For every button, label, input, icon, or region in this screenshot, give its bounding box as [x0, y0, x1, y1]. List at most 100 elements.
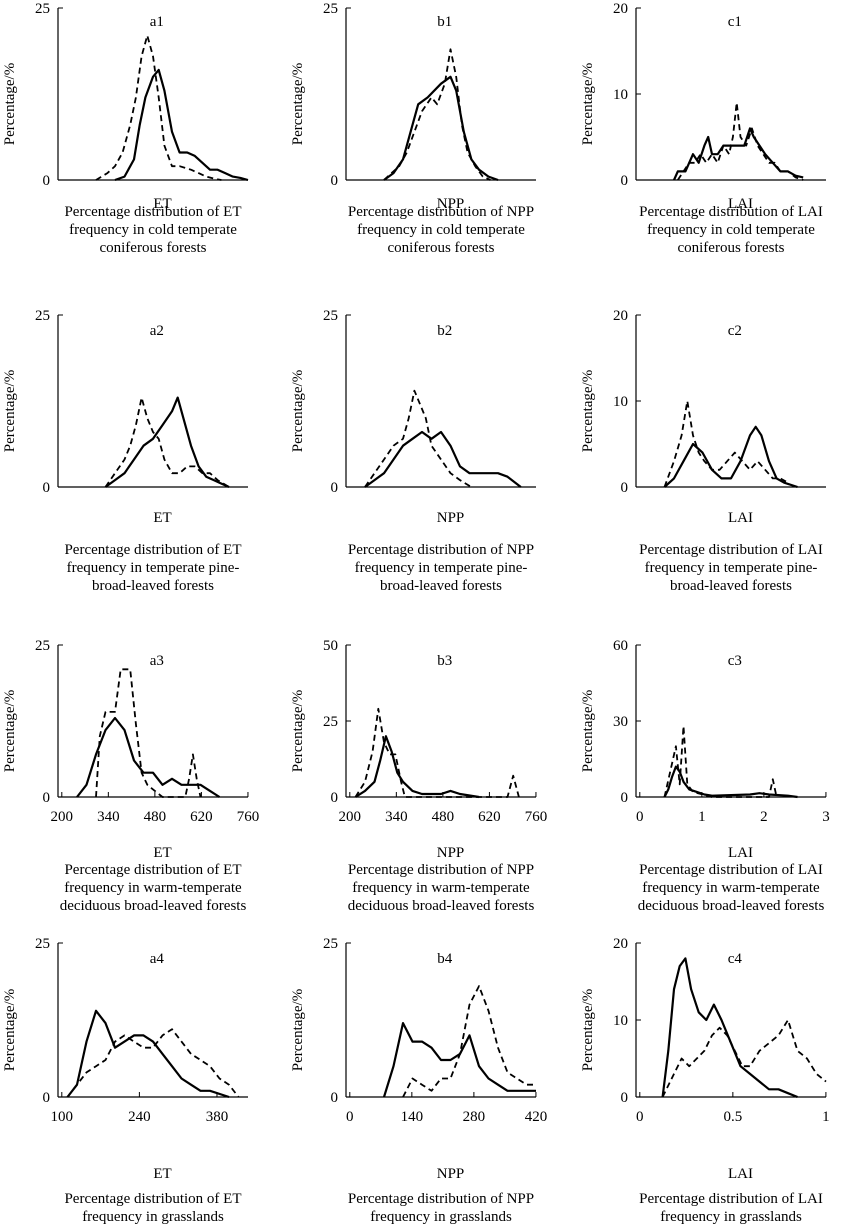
panel-a2: 25 0 a2 Percentage/% ET Percentage distributi…	[2, 308, 248, 594]
caption-line: Percentage distribution of ET	[64, 542, 241, 558]
x-tick-label: 140	[401, 1109, 424, 1125]
y-axis-label: Percentage/%	[580, 63, 596, 145]
x-axis-label: NPP	[437, 1166, 465, 1182]
panel-label: a4	[150, 951, 165, 967]
x-axis-label: NPP	[437, 845, 465, 861]
x-tick-label: 480	[144, 809, 167, 825]
caption-line: coniferous forests	[387, 240, 494, 256]
x-tick-label: 480	[432, 809, 455, 825]
panel-label: b3	[437, 653, 452, 669]
x-tick-label: 0	[346, 1109, 354, 1125]
series-line-solid	[382, 1022, 536, 1098]
x-axis-label: LAI	[728, 1166, 753, 1182]
y-tick-label: 0	[43, 480, 51, 496]
x-tick-label: 420	[525, 1109, 548, 1125]
y-tick-label: 60	[613, 638, 628, 654]
caption-line: deciduous broad-leaved forests	[638, 898, 825, 914]
y-tick-label: 0	[621, 790, 629, 806]
y-axis-label: Percentage/%	[2, 989, 18, 1071]
y-tick-label: 25	[35, 1, 50, 17]
caption-line: broad-leaved forests	[92, 578, 214, 594]
series-line-dashed	[95, 668, 202, 798]
caption-line: frequency in warm-temperate	[352, 880, 530, 896]
caption-line: Percentage distribution of ET	[64, 204, 241, 220]
caption-line: Percentage distribution of NPP	[348, 862, 534, 878]
series-line-solid	[104, 396, 230, 489]
caption-line: coniferous forests	[677, 240, 784, 256]
y-axis-label: Percentage/%	[290, 370, 306, 452]
x-tick-label: 0	[636, 809, 644, 825]
y-tick-label: 20	[613, 936, 628, 952]
series-line-solid	[364, 430, 522, 488]
panel-c4: 20 10 00 0.5 1 c4 Percentage/% LAI Percentage di…	[580, 936, 830, 1225]
y-tick-label: 0	[43, 790, 51, 806]
x-tick-label: 620	[478, 809, 501, 825]
caption-line: frequency in grasslands	[370, 1209, 512, 1225]
y-axis-label: Percentage/%	[290, 63, 306, 145]
y-tick-label: 0	[621, 480, 629, 496]
x-tick-label: 240	[128, 1109, 151, 1125]
caption-line: Percentage distribution of NPP	[348, 204, 534, 220]
caption-line: Percentage distribution of NPP	[348, 542, 534, 558]
y-tick-label: 20	[613, 1, 628, 17]
y-tick-label: 25	[35, 308, 50, 324]
panel-label: c4	[728, 951, 743, 967]
panel-label: c1	[728, 14, 742, 30]
x-tick-label: 100	[51, 1109, 74, 1125]
x-tick-label: 2	[760, 809, 768, 825]
series-line-solid	[76, 716, 221, 798]
caption-line: frequency in cold temperate	[357, 222, 525, 238]
caption-line: frequency in warm-temperate	[642, 880, 820, 896]
y-tick-label: 0	[621, 1090, 629, 1106]
y-tick-label: 25	[323, 714, 338, 730]
panel-label: a1	[150, 14, 164, 30]
caption-line: frequency in temperate pine-	[355, 560, 528, 576]
series-line-dashed	[104, 396, 230, 488]
series-line-dashed	[661, 1019, 827, 1098]
y-tick-label: 30	[613, 714, 628, 730]
x-axis-label: LAI	[728, 845, 753, 861]
panel-label: c3	[728, 653, 742, 669]
x-axis-label: LAI	[728, 196, 753, 212]
panel-c2: 20 10 0 c2 Percentage/% LAI Percentage distrib…	[580, 308, 826, 594]
series-line-solid	[114, 68, 249, 182]
panel-b2: 25 0 b2 Percentage/% NPP Percentage distribut…	[290, 308, 536, 594]
series-line-dashed	[663, 725, 778, 798]
caption-line: Percentage distribution of ET	[64, 862, 241, 878]
y-axis-label: Percentage/%	[580, 690, 596, 772]
series-line-solid	[66, 1009, 230, 1099]
caption-line: Percentage distribution of NPP	[348, 1191, 534, 1207]
caption-line: frequency in cold temperate	[647, 222, 815, 238]
panel-label: b1	[437, 14, 452, 30]
caption-line: frequency in grasslands	[660, 1209, 802, 1225]
x-tick-label: 3	[822, 809, 830, 825]
y-tick-label: 10	[613, 394, 628, 410]
y-tick-label: 20	[613, 308, 628, 324]
y-tick-label: 25	[35, 638, 50, 654]
x-axis-label: ET	[153, 510, 171, 526]
y-axis-label: Percentage/%	[2, 63, 18, 145]
y-tick-label: 10	[613, 1013, 628, 1029]
series-line-dashed	[383, 48, 491, 181]
y-tick-label: 0	[331, 480, 339, 496]
x-tick-label: 340	[385, 809, 408, 825]
y-tick-label: 25	[35, 936, 50, 952]
y-tick-label: 0	[43, 1090, 51, 1106]
caption-line: Percentage distribution of LAI	[639, 542, 823, 558]
x-tick-label: 200	[51, 809, 74, 825]
x-axis-label: ET	[153, 196, 171, 212]
panel-label: a2	[150, 323, 164, 339]
x-axis-label: ET	[153, 845, 171, 861]
series-line-solid	[663, 765, 798, 799]
panel-label: b4	[437, 951, 453, 967]
caption-line: Percentage distribution of ET	[64, 1191, 241, 1207]
panel-label: a3	[150, 653, 164, 669]
x-axis-label: ET	[153, 1166, 171, 1182]
caption-line: frequency in grasslands	[82, 1209, 224, 1225]
caption-line: broad-leaved forests	[670, 578, 792, 594]
x-tick-label: 760	[237, 809, 260, 825]
caption-line: coniferous forests	[99, 240, 206, 256]
